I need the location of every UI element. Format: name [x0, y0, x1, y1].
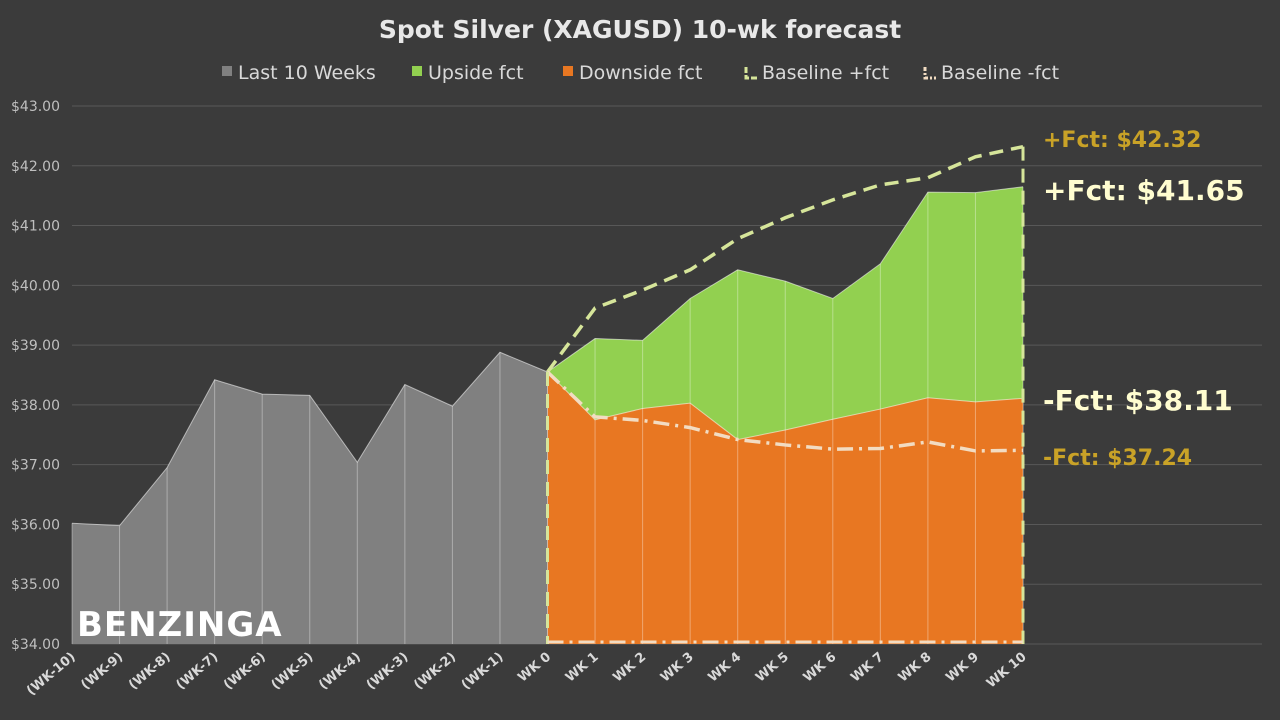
- legend-item: Upside fct: [428, 62, 524, 84]
- x-tick-label: (WK-4): [316, 650, 364, 693]
- annot-layer: +Fct: $42.32 +Fct: $41.65 -Fct: $38.11 -Fct…: [1043, 128, 1245, 471]
- legend-swatch: [563, 66, 573, 76]
- y-tick-label: $35.00: [11, 577, 60, 593]
- y-tick-label: $40.00: [11, 278, 60, 294]
- annotation-label: -Fct: $38.11: [1043, 384, 1233, 417]
- y-tick-label: $43.00: [11, 99, 60, 115]
- x-tick-label: (WK-9): [78, 650, 126, 693]
- legend-swatch: [412, 66, 422, 76]
- x-tick-label: WK 5: [753, 650, 792, 686]
- legend-item: Last 10 Weeks: [238, 62, 376, 84]
- area-downside-fct: [547, 372, 1023, 644]
- series-line: [547, 186, 1024, 373]
- x-tick-label: WK 9: [943, 650, 982, 686]
- x-tick-label: WK 1: [563, 650, 602, 686]
- series-line: [71, 351, 548, 527]
- y-tick-label: $34.00: [11, 637, 60, 653]
- x-tick-label: (WK-6): [221, 650, 269, 693]
- chart-title: Spot Silver (XAGUSD) 10-wk forecast: [379, 15, 901, 44]
- y-tick-label: $39.00: [11, 338, 60, 354]
- y-tick-label: $37.00: [11, 458, 60, 474]
- x-tick-label: WK 7: [848, 650, 887, 686]
- x-tick-label: WK 0: [515, 650, 554, 686]
- y-tick-label: $38.00: [11, 398, 60, 414]
- line-layer: [546, 144, 1025, 644]
- legend-item: Baseline +fct: [762, 62, 889, 84]
- x-tick-label: WK 2: [610, 650, 649, 686]
- annotation-label: +Fct: $42.32: [1043, 128, 1201, 153]
- annotation-label: -Fct: $37.24: [1043, 446, 1192, 471]
- legend-swatch: [744, 67, 757, 80]
- legend-swatch: [222, 66, 232, 76]
- x-tick-label: (WK-10): [24, 650, 79, 699]
- benzinga-logo: BENZINGA: [77, 605, 283, 645]
- legend-swatch: [923, 67, 936, 80]
- area-last-10-weeks: [72, 352, 548, 644]
- y-tick-label: $36.00: [11, 517, 60, 533]
- legend-item: Downside fct: [579, 62, 702, 84]
- line-baseline-minus-fct: [546, 370, 1024, 453]
- x-tick-label: (WK-8): [126, 650, 174, 693]
- legend-layer: Last 10 Weeks Upside fct Downside fct Basel…: [222, 62, 1059, 84]
- area-layer: [71, 186, 1024, 644]
- annotation-label: +Fct: $41.65: [1043, 174, 1245, 207]
- legend-item: Baseline -fct: [941, 62, 1059, 84]
- x-tick-label: WK 6: [801, 650, 840, 686]
- line-baseline-plus-fct: [546, 144, 1024, 374]
- x-tick-label: WK 8: [896, 650, 935, 686]
- series-line: [547, 371, 1024, 441]
- y-tick-label: $42.00: [11, 159, 60, 175]
- x-tick-label: WK 4: [706, 650, 745, 686]
- x-tick-label: (WK-3): [364, 650, 412, 693]
- x-tick-label: (WK-5): [269, 650, 317, 693]
- x-tick-label: WK 3: [658, 650, 697, 686]
- y-tick-label: $41.00: [11, 219, 60, 235]
- x-tick-label: (WK-7): [174, 650, 222, 693]
- x-tick-label: (WK-2): [411, 650, 459, 693]
- x-tick-label: (WK-1): [459, 650, 507, 693]
- x-tick-label: WK 10: [984, 650, 1030, 692]
